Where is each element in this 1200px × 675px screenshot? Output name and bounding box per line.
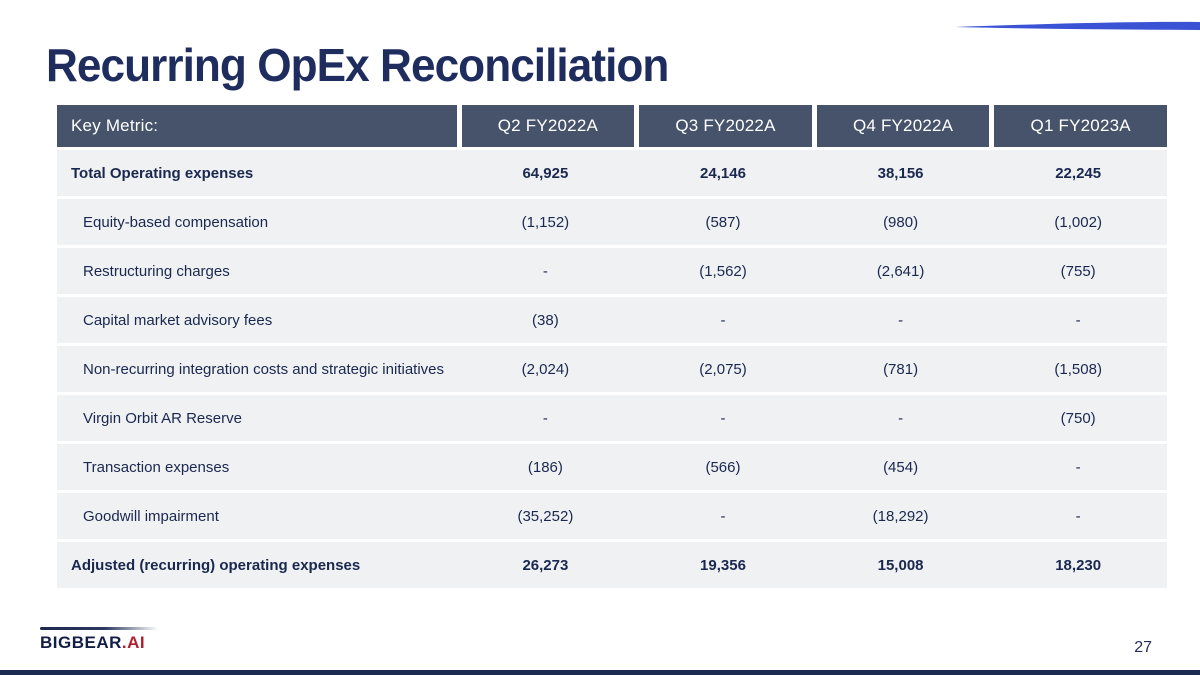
row-value: (1,152) xyxy=(521,213,570,231)
row-value: - xyxy=(720,507,726,525)
table-row: Transaction expenses (186) (566) (454) - xyxy=(57,444,1167,490)
header-q4-fy2022a: Q4 FY2022A xyxy=(811,105,990,147)
row-value: 19,356 xyxy=(700,556,746,574)
row-value: (566) xyxy=(705,458,741,476)
row-value: (2,024) xyxy=(521,360,570,378)
row-value: - xyxy=(898,311,904,329)
row-value: 26,273 xyxy=(522,556,569,574)
row-value: - xyxy=(898,409,904,427)
row-value: (454) xyxy=(883,458,919,476)
row-value: (38) xyxy=(532,311,559,329)
row-value: 24,146 xyxy=(700,164,746,182)
row-value: (781) xyxy=(883,360,919,378)
row-value: (35,252) xyxy=(517,507,574,525)
table-row: Restructuring charges - (1,562) (2,641) … xyxy=(57,248,1167,294)
bottom-accent-bar xyxy=(0,670,1200,675)
row-value: (587) xyxy=(705,213,741,231)
logo-text-accent: .AI xyxy=(121,633,146,652)
row-value: (18,292) xyxy=(872,507,929,525)
row-value: (2,075) xyxy=(699,360,747,378)
row-value: (755) xyxy=(1060,262,1096,280)
logo-swoosh-line xyxy=(40,627,158,630)
row-value: (980) xyxy=(883,213,919,231)
row-value: (2,641) xyxy=(876,262,925,280)
row-value: (750) xyxy=(1060,409,1096,427)
row-label: Virgin Orbit AR Reserve xyxy=(83,409,242,427)
logo-text-primary: BIGBEAR xyxy=(40,633,122,652)
row-value: (1,562) xyxy=(699,262,747,280)
row-label: Non-recurring integration costs and stra… xyxy=(83,360,445,378)
bigbear-logo: BIGBEAR.AI xyxy=(40,627,170,653)
table-row: Goodwill impairment (35,252) - (18,292) … xyxy=(57,493,1167,539)
row-value: (186) xyxy=(527,458,563,476)
row-value: - xyxy=(542,262,548,280)
header-q2-fy2022a: Q2 FY2022A xyxy=(456,105,635,147)
row-value: 18,230 xyxy=(1055,556,1102,574)
table-row: Virgin Orbit AR Reserve - - - (750) xyxy=(57,395,1167,441)
row-value: - xyxy=(720,409,726,427)
row-value: - xyxy=(1075,458,1081,476)
slide-title: Recurring OpEx Reconciliation xyxy=(46,39,669,91)
row-value: 15,008 xyxy=(877,556,924,574)
table-row: Adjusted (recurring) operating expenses … xyxy=(57,542,1167,588)
row-label: Restructuring charges xyxy=(83,262,230,280)
table-row: Total Operating expenses 64,925 24,146 3… xyxy=(57,150,1167,196)
row-value: - xyxy=(542,409,548,427)
table-row: Non-recurring integration costs and stra… xyxy=(57,346,1167,392)
row-value: (1,002) xyxy=(1054,213,1102,231)
table-header-row: Key Metric: Q2 FY2022A Q3 FY2022A Q4 FY2… xyxy=(57,105,1167,147)
table-row: Equity-based compensation (1,152) (587) … xyxy=(57,199,1167,245)
top-right-swoosh-decoration xyxy=(955,21,1200,30)
row-value: - xyxy=(720,311,726,329)
row-label: Adjusted (recurring) operating expenses xyxy=(71,556,361,574)
row-value: - xyxy=(1075,507,1081,525)
row-label: Total Operating expenses xyxy=(71,164,254,182)
row-value: - xyxy=(1075,311,1081,329)
page-number: 27 xyxy=(1134,639,1152,656)
header-key-metric: Key Metric: xyxy=(57,105,457,147)
row-value: 64,925 xyxy=(522,164,569,182)
row-value: 38,156 xyxy=(877,164,924,182)
table-row: Capital market advisory fees (38) - - - xyxy=(57,297,1167,343)
row-label: Transaction expenses xyxy=(83,458,230,476)
table-body: Total Operating expenses 64,925 24,146 3… xyxy=(57,150,1167,588)
row-label: Goodwill impairment xyxy=(83,507,219,525)
row-value: (1,508) xyxy=(1054,360,1102,378)
header-q3-fy2022a: Q3 FY2022A xyxy=(634,105,812,147)
row-label: Equity-based compensation xyxy=(83,213,269,231)
header-q1-fy2023a: Q1 FY2023A xyxy=(989,105,1167,147)
row-label: Capital market advisory fees xyxy=(83,311,273,329)
opex-reconciliation-table: Key Metric: Q2 FY2022A Q3 FY2022A Q4 FY2… xyxy=(57,105,1167,588)
row-value: 22,245 xyxy=(1055,164,1102,182)
